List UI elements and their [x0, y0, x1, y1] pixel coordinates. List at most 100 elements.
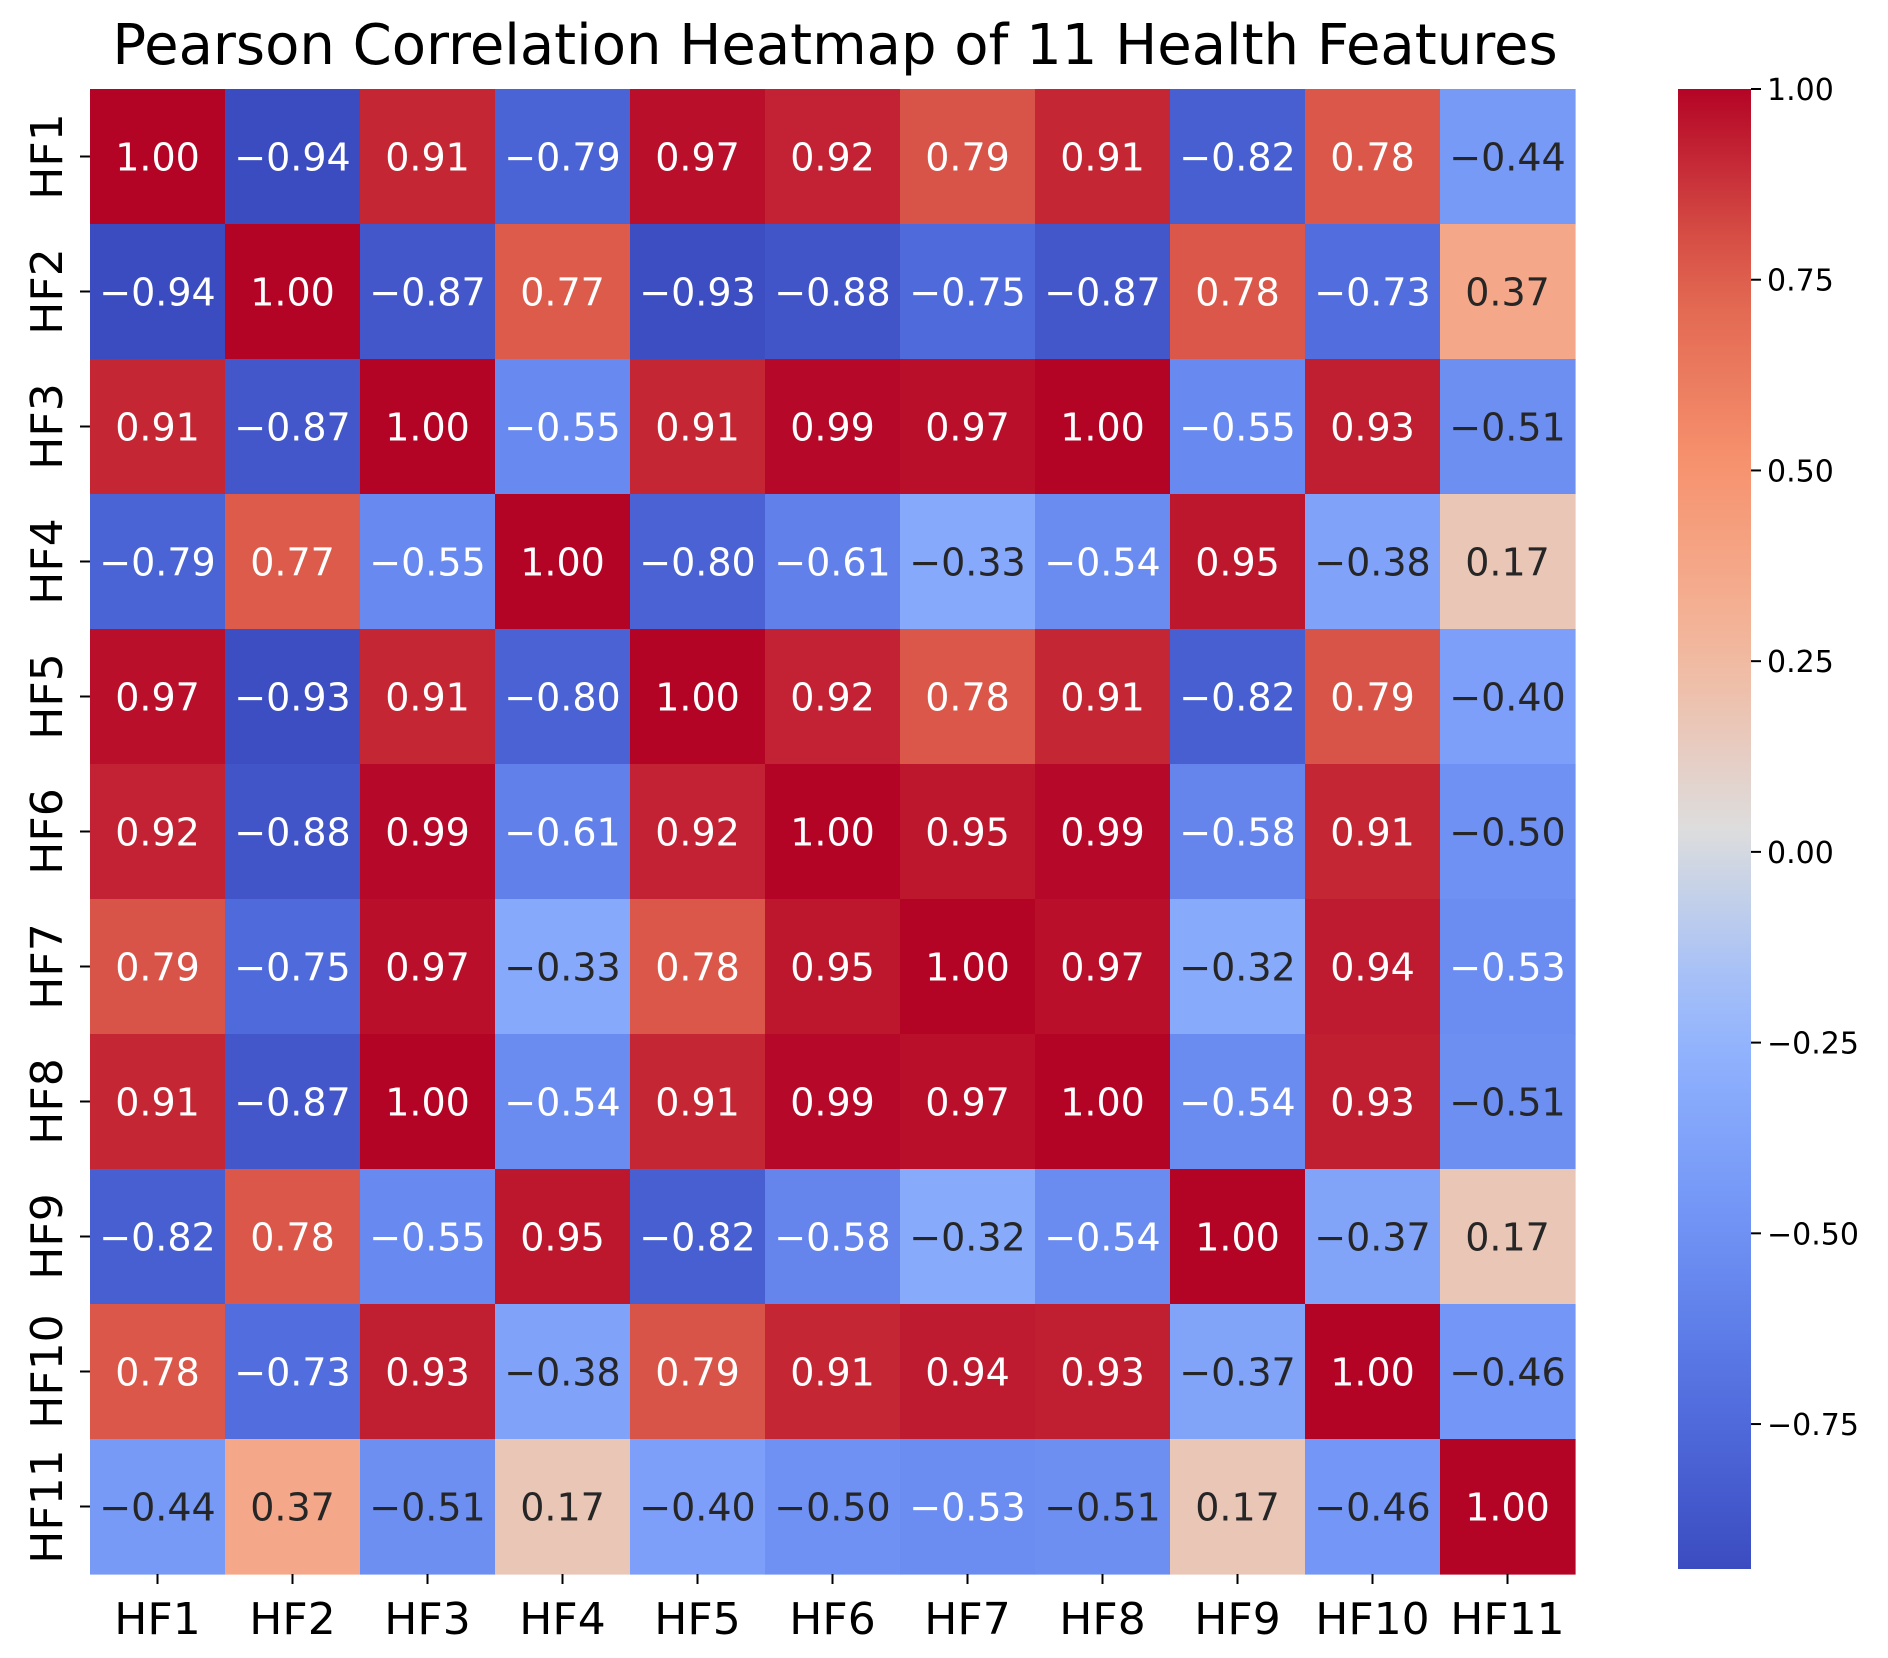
- heatmap-cell: [90, 1439, 226, 1575]
- row-tick-label: HF9: [22, 1193, 73, 1279]
- cell-value-label: −0.75: [234, 946, 350, 990]
- heatmap-cell: [225, 1169, 361, 1305]
- cell-value-label: −0.51: [1449, 1081, 1565, 1125]
- colorbar-tick-label: −0.75: [1767, 1408, 1859, 1443]
- heatmap-cell: [1305, 359, 1441, 495]
- colorbar-axis: 1.00 0.75 0.50 0.25 0.00 −0.25 −0.50 −0.75: [1751, 73, 1859, 1443]
- cell-value-label: 0.37: [1465, 271, 1550, 315]
- cell-value-label: 0.97: [655, 136, 740, 180]
- heatmap-cell: [1035, 1034, 1171, 1170]
- cell-value-label: 1.00: [1465, 1486, 1550, 1530]
- column-tick-label: HF6: [789, 1594, 875, 1645]
- heatmap-cell: [765, 899, 901, 1035]
- cell-value-label: 0.93: [1330, 1081, 1415, 1125]
- row-tick-label: HF8: [22, 1058, 73, 1144]
- heatmap-cell: [360, 899, 496, 1035]
- cell-value-label: −0.79: [504, 136, 620, 180]
- cell-value-label: −0.54: [1179, 1081, 1295, 1125]
- heatmap-cell: [1170, 1034, 1306, 1170]
- cell-value-label: 0.95: [925, 811, 1010, 855]
- heatmap-cell: [1305, 224, 1441, 360]
- cell-value-label: 0.91: [1060, 676, 1145, 720]
- heatmap-cell: [1170, 359, 1306, 495]
- cell-value-label: 0.94: [925, 1351, 1010, 1395]
- heatmap-cell: [225, 359, 361, 495]
- heatmap-cell: [1440, 1034, 1576, 1170]
- cell-value-label: −0.54: [504, 1081, 620, 1125]
- heatmap-cell: [1035, 629, 1171, 765]
- cell-value-label: −0.37: [1179, 1351, 1295, 1395]
- heatmap-cell: [1305, 1034, 1441, 1170]
- row-tick-label: HF2: [22, 248, 73, 334]
- cell-value-label: −0.75: [909, 271, 1025, 315]
- cell-value-label: 0.78: [655, 946, 740, 990]
- cell-value-label: 0.95: [1195, 541, 1280, 585]
- row-tick-label: HF1: [22, 113, 73, 199]
- heatmap-cell: [225, 629, 361, 765]
- heatmap-cell: [90, 359, 226, 495]
- row-tick-label: HF6: [22, 788, 73, 874]
- heatmap-cell: [1440, 899, 1576, 1035]
- column-tick-label: HF4: [519, 1594, 605, 1645]
- heatmap-cell: [90, 1304, 226, 1440]
- cell-value-label: −0.82: [99, 1216, 215, 1260]
- heatmap-cell: [495, 494, 631, 630]
- heatmap-cell: [360, 629, 496, 765]
- cell-value-label: −0.80: [639, 541, 755, 585]
- cell-value-label: 1.00: [925, 946, 1010, 990]
- heatmap-cell: [90, 494, 226, 630]
- cell-value-label: 0.93: [385, 1351, 470, 1395]
- cell-value-label: 1.00: [1195, 1216, 1280, 1260]
- heatmap-cell: [1305, 494, 1441, 630]
- cell-value-label: 1.00: [385, 406, 470, 450]
- heatmap-cell: [360, 89, 496, 225]
- heatmap-cell: [900, 899, 1036, 1035]
- cell-value-label: 0.91: [655, 406, 740, 450]
- heatmap-cell: [630, 224, 766, 360]
- cell-value-label: −0.87: [234, 406, 350, 450]
- heatmap-cell: [765, 764, 901, 900]
- cell-value-label: 0.91: [790, 1351, 875, 1395]
- cell-value-label: −0.55: [1179, 406, 1295, 450]
- cell-value-label: −0.61: [504, 811, 620, 855]
- heatmap-cell: [225, 494, 361, 630]
- heatmap-cell: [360, 1439, 496, 1575]
- cell-value-label: 0.99: [790, 406, 875, 450]
- heatmap-cell: [630, 494, 766, 630]
- cell-value-label: −0.55: [369, 1216, 485, 1260]
- cell-value-label: 0.95: [790, 946, 875, 990]
- heatmap-cell: [90, 629, 226, 765]
- heatmap-cell: [765, 224, 901, 360]
- heatmap-cell: [900, 224, 1036, 360]
- heatmap-cell: [495, 629, 631, 765]
- heatmap-cell: [630, 1304, 766, 1440]
- heatmap-cell: [90, 1169, 226, 1305]
- heatmap-cell: [1035, 359, 1171, 495]
- cell-value-label: −0.44: [1449, 136, 1565, 180]
- cell-value-label: 0.91: [1060, 136, 1145, 180]
- cell-value-label: −0.51: [1044, 1486, 1160, 1530]
- cell-value-label: −0.55: [369, 541, 485, 585]
- cell-value-label: 0.37: [250, 1486, 335, 1530]
- cell-value-label: −0.82: [1179, 136, 1295, 180]
- heatmap-cell: [1035, 494, 1171, 630]
- heatmap-cell: [225, 224, 361, 360]
- cell-value-label: −0.46: [1449, 1351, 1565, 1395]
- heatmap-cell: [630, 1169, 766, 1305]
- row-tick-label: HF4: [22, 518, 73, 604]
- heatmap-cell: [225, 764, 361, 900]
- heatmap-cell: [1440, 89, 1576, 225]
- heatmap-cell: [495, 764, 631, 900]
- heatmap-cell: [1170, 764, 1306, 900]
- row-tick-label: HF3: [22, 383, 73, 469]
- cell-value-label: −0.87: [234, 1081, 350, 1125]
- heatmap-cell: [765, 1034, 901, 1170]
- heatmap-cell: [1305, 1439, 1441, 1575]
- heatmap-cell: [225, 899, 361, 1035]
- row-tick-label: HF11: [22, 1449, 73, 1563]
- cell-value-label: −0.80: [504, 676, 620, 720]
- cell-value-label: 0.78: [250, 1216, 335, 1260]
- heatmap-cell: [1170, 89, 1306, 225]
- heatmap-cell: [1440, 1304, 1576, 1440]
- colorbar-tick-label: 0.50: [1767, 454, 1834, 489]
